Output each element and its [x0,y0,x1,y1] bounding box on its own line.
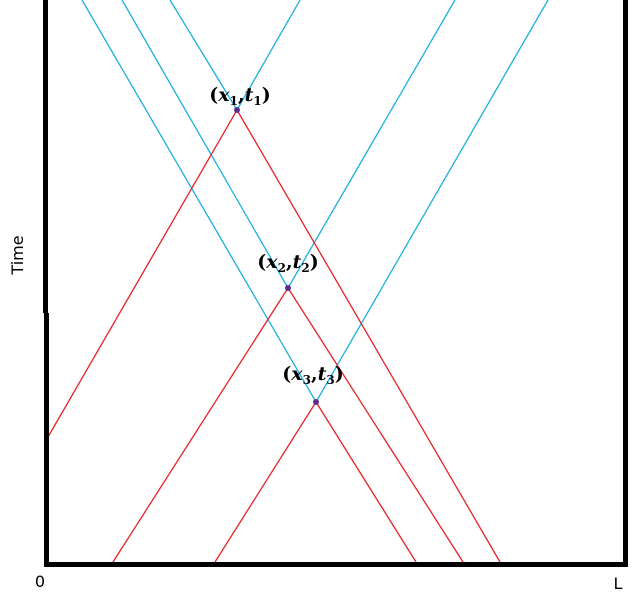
left-wall [44,313,49,567]
right-wall [623,0,628,567]
label-part: t [245,84,254,106]
label-part: 1 [253,94,261,108]
label-part: ) [262,84,271,106]
end-label: L [614,574,623,593]
frame [43,0,628,567]
points [234,107,319,405]
ray [287,0,456,289]
label-part: x [290,363,303,385]
label-part: x [265,251,278,273]
point-label: (x2,t2) [257,251,318,275]
point [234,107,240,113]
label-part: , [286,251,293,273]
label-part: 2 [301,261,309,275]
ray [112,287,289,563]
label-part: t [318,363,327,385]
red-rays [47,109,501,563]
ray [236,0,301,111]
point [285,285,291,291]
label-part: ) [335,363,344,385]
label-part: 2 [278,261,286,275]
label-part: ( [209,84,218,106]
ray [121,0,289,289]
label-part: 3 [303,373,311,387]
ray [287,287,464,563]
time-label: Time [8,235,27,275]
label-part: ( [282,363,291,385]
label-part: ( [257,251,266,273]
bottom-wall [44,562,628,567]
point [313,399,319,405]
ray [315,401,417,563]
label-part: 3 [326,373,334,387]
ray [315,0,549,403]
label-part: t [293,251,302,273]
blue-rays [81,0,549,403]
point-label: (x3,t3) [282,363,343,387]
label-part: , [311,363,318,385]
ray [169,0,238,111]
label-part: ) [310,251,319,273]
ray [81,0,317,403]
label-part: , [238,84,245,106]
label-part: x [217,84,230,106]
origin-label: 0 [35,572,45,591]
ray [47,109,238,438]
label-part: 1 [230,94,238,108]
ray [214,401,317,563]
left-wall [43,0,48,313]
point-label: (x1,t1) [209,84,270,108]
ray [236,109,501,563]
